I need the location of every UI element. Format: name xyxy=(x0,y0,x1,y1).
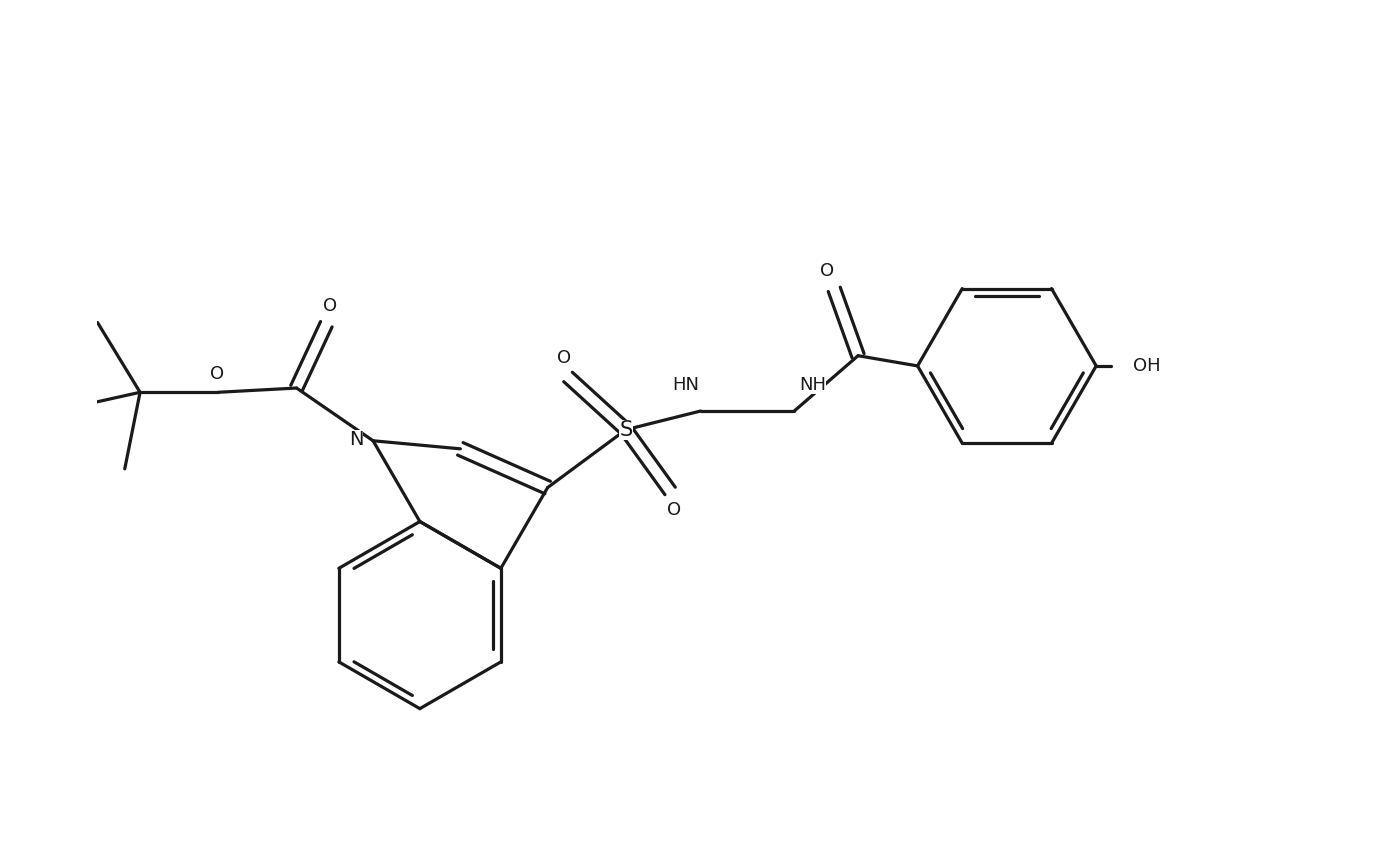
Text: O: O xyxy=(210,365,224,383)
Text: O: O xyxy=(556,349,570,367)
Text: N: N xyxy=(349,430,364,449)
Text: OH: OH xyxy=(1133,357,1161,375)
Text: O: O xyxy=(324,296,338,314)
Text: NH: NH xyxy=(800,377,826,395)
Text: O: O xyxy=(821,262,835,280)
Text: O: O xyxy=(667,501,681,519)
Text: HN: HN xyxy=(671,377,699,395)
Text: S: S xyxy=(619,419,632,440)
